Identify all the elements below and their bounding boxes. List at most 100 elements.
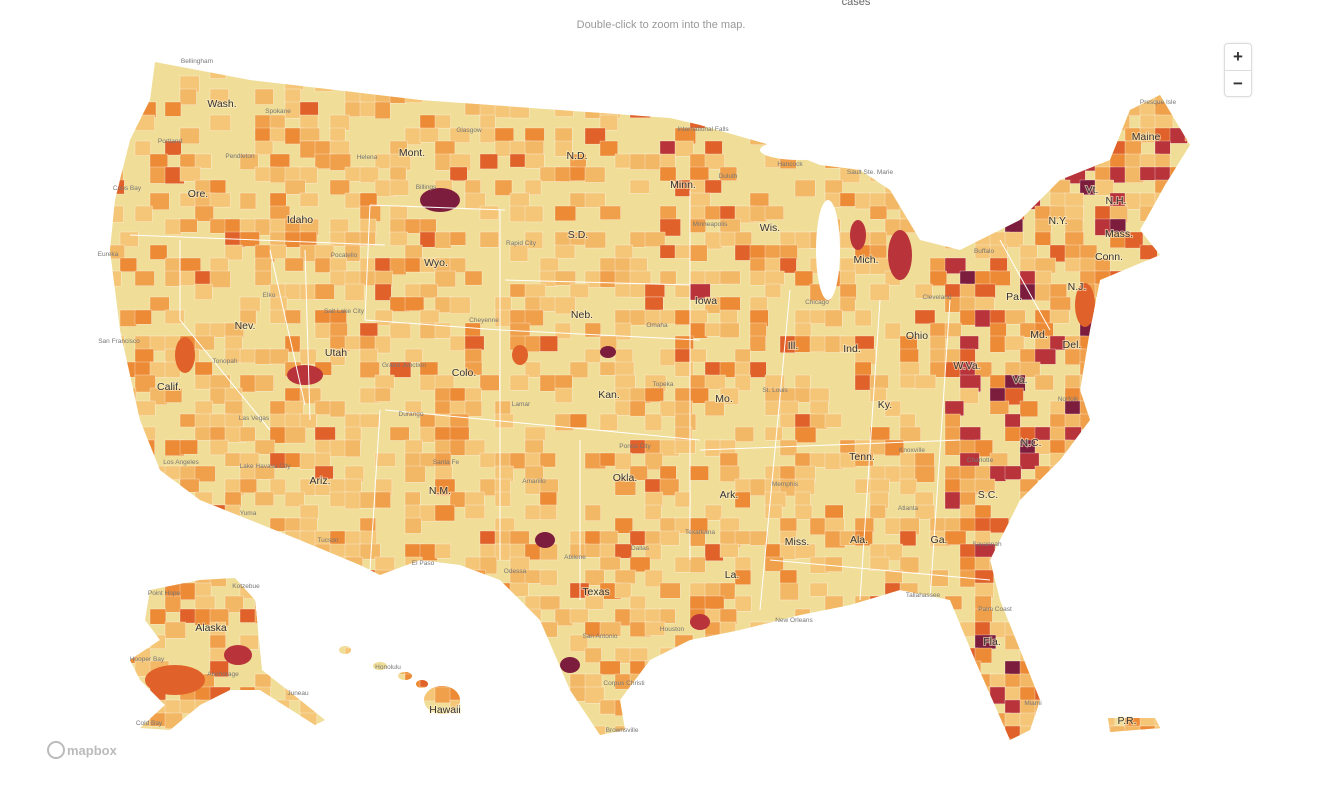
county: [224, 400, 243, 415]
county: [854, 127, 873, 142]
county: [1034, 153, 1054, 169]
county: [299, 504, 319, 520]
county: [464, 595, 484, 612]
county: [734, 426, 754, 442]
county: [614, 582, 632, 599]
county: [1094, 686, 1116, 703]
state-label: Mich.: [853, 254, 878, 266]
county: [1094, 582, 1113, 598]
county: [434, 231, 452, 249]
county: [554, 101, 574, 117]
county: [944, 192, 964, 209]
county: [389, 179, 410, 196]
county: [659, 166, 677, 182]
county: [299, 127, 321, 142]
county: [524, 205, 544, 223]
city-label: Buffalo: [974, 248, 995, 255]
county: [899, 62, 917, 65]
county: [224, 244, 243, 261]
county: [509, 686, 526, 704]
county: [704, 75, 726, 93]
county: [884, 673, 903, 691]
county: [1079, 660, 1100, 676]
county: [1184, 660, 1190, 678]
county: [899, 413, 916, 429]
city-label: Cleveland: [923, 294, 952, 301]
county: [539, 257, 559, 273]
county: [224, 452, 241, 467]
county: [1124, 673, 1142, 691]
county: [1184, 400, 1190, 419]
county: [464, 725, 482, 740]
mapbox-logo: mapbox: [47, 741, 118, 759]
county: [674, 660, 691, 676]
county: [974, 504, 992, 520]
county: [284, 621, 303, 637]
county: [659, 62, 678, 67]
county: [404, 127, 422, 145]
county: [134, 348, 154, 365]
county: [1184, 439, 1190, 454]
county: [944, 75, 962, 92]
county: [1109, 413, 1130, 429]
county: [674, 686, 693, 701]
state-label: Ky.: [878, 399, 892, 411]
county: [359, 322, 378, 338]
county: [1004, 634, 1021, 650]
county: [1034, 595, 1051, 612]
county: [314, 621, 332, 636]
state-label: Del.: [1063, 339, 1082, 351]
county: [854, 309, 872, 327]
county: [254, 686, 271, 705]
county: [1019, 595, 1040, 611]
zoom-out-button[interactable]: −: [1225, 70, 1251, 97]
county: [479, 374, 500, 391]
county: [1049, 127, 1068, 143]
county: [1184, 62, 1190, 67]
county: [1124, 426, 1142, 444]
county: [794, 712, 812, 728]
county: [374, 387, 391, 402]
county: [599, 621, 622, 637]
county: [944, 400, 964, 416]
county: [1109, 75, 1128, 93]
county: [524, 88, 545, 106]
county: [719, 543, 739, 558]
county: [929, 101, 949, 118]
city-label: Elko: [263, 292, 276, 299]
county: [509, 153, 527, 168]
county: [464, 569, 486, 586]
county: [419, 569, 438, 586]
hotspot: [888, 230, 912, 280]
county: [1139, 556, 1156, 574]
county: [419, 283, 438, 299]
county: [749, 296, 768, 313]
county: [209, 699, 231, 717]
county: [119, 413, 138, 431]
county: [584, 166, 606, 183]
state-label: Iowa: [695, 295, 717, 307]
county: [1019, 114, 1038, 129]
city-label: Texarkana: [685, 529, 715, 536]
county: [944, 179, 966, 196]
county: [509, 205, 527, 223]
county: [329, 218, 349, 235]
hotspot: [224, 645, 252, 665]
zoom-in-button[interactable]: +: [1233, 47, 1243, 66]
county: [944, 595, 963, 610]
county: [1154, 413, 1175, 429]
county: [1049, 517, 1070, 535]
county: [374, 283, 392, 301]
county: [464, 491, 485, 506]
lake-superior: [760, 140, 840, 160]
county: [1124, 75, 1145, 93]
county: [1004, 231, 1024, 248]
county: [959, 335, 979, 350]
county: [314, 400, 331, 415]
county: [779, 231, 798, 246]
county: [1064, 218, 1084, 234]
city-label: Knoxville: [899, 447, 925, 454]
county: [629, 465, 648, 481]
county: [1139, 75, 1161, 90]
